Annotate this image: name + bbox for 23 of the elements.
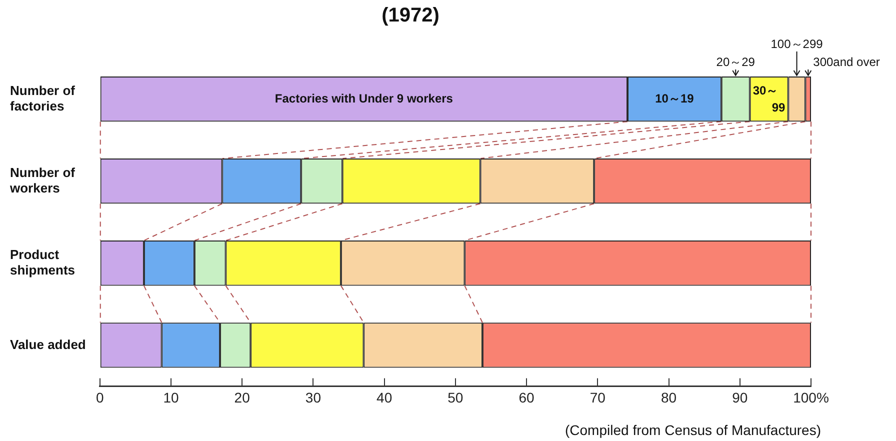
series-label: 30～99	[752, 83, 786, 114]
x-tick-label: 40	[376, 389, 392, 406]
text: 100～299	[770, 36, 824, 51]
x-tick-label: 10	[163, 389, 179, 406]
chart-title: (1972)	[382, 4, 440, 27]
y-tick-label: Value added	[10, 336, 86, 352]
x-tick-label: 60	[518, 389, 535, 406]
x-tick-label: 20	[234, 389, 250, 406]
series-label: 300and over	[813, 54, 880, 69]
series-label: 10～19	[655, 91, 694, 106]
series-label: Factories with Under 9 workers	[274, 91, 454, 106]
x-tick-label: 90	[732, 389, 748, 406]
y-tick-label: Number of workers	[9, 164, 76, 196]
y-tick-label: Product shipments	[10, 246, 76, 278]
x-tick-label: 80	[660, 389, 677, 406]
x-tick-label: 50	[448, 389, 464, 406]
text: (Compiled from Census of Manufactures)	[565, 422, 821, 438]
x-tick-label: 100%	[793, 389, 829, 406]
y-tick-label: Number of factories	[10, 82, 76, 114]
series-label: 20～29	[716, 54, 756, 69]
x-tick-label: 30	[305, 389, 322, 406]
x-tick-label: 0	[96, 389, 104, 406]
x-tick-label: 70	[590, 389, 606, 406]
